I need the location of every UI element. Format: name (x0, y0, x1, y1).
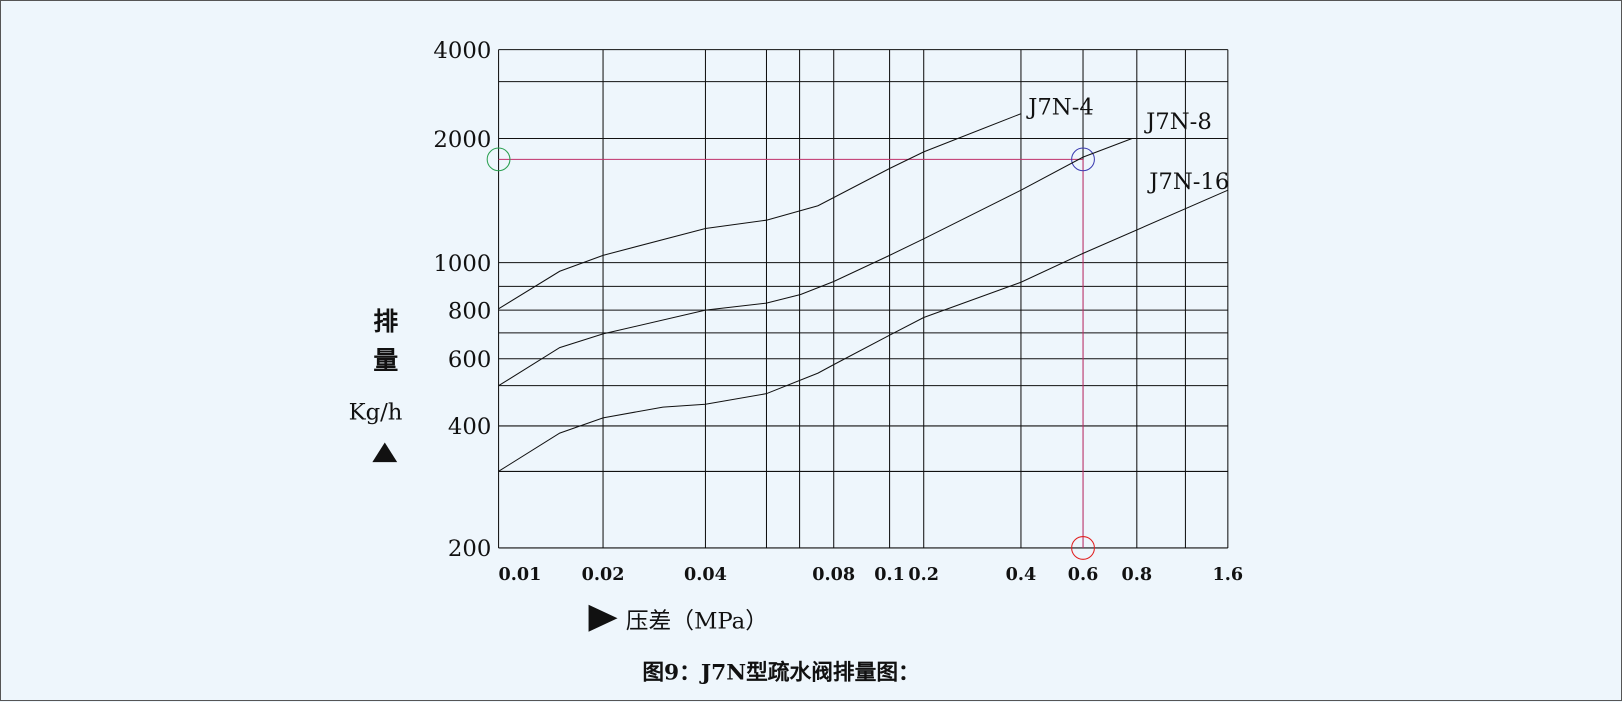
chart-title: 图9：J7N型疏水阀排量图： (642, 659, 919, 685)
reference-marker-intersection (1071, 147, 1095, 172)
y-tick-label: 400 (448, 414, 491, 440)
series-labels: J7N-4 J7N-8 J7N-16 (1026, 95, 1229, 195)
x-tick-label: 0.8 (1122, 564, 1153, 585)
x-tick-label: 0.01 (499, 564, 542, 585)
x-axis-arrow-icon (588, 604, 618, 632)
x-tick-label: 0.04 (684, 564, 727, 585)
series-label: J7N-8 (1144, 109, 1212, 135)
x-tick-label: 0.08 (812, 564, 855, 585)
x-tick-label: 0.02 (582, 564, 625, 585)
y-label-unit: Kg/h (349, 400, 403, 426)
grid (498, 49, 1229, 549)
reference-lines (486, 147, 1095, 560)
y-axis-arrow-icon (372, 442, 398, 463)
curves (498, 113, 1229, 472)
y-tick-label: 800 (448, 298, 491, 324)
series-line-J7N-8 (498, 138, 1133, 387)
y-label-char-1: 排 (373, 307, 398, 336)
x-label: 压差（MPa） (626, 609, 768, 635)
x-tick-label: 0.1 (874, 564, 905, 585)
series-label: J7N-16 (1147, 169, 1229, 195)
y-tick-label: 4000 (433, 38, 491, 64)
y-tick-label: 1000 (433, 251, 491, 277)
y-label-char-2: 量 (373, 346, 398, 375)
x-tick-label: 0.4 (1006, 564, 1037, 585)
reference-marker-y-axis (486, 147, 511, 172)
x-tick-label: 0.6 (1068, 564, 1099, 585)
x-tick-label: 0.2 (908, 564, 939, 585)
y-tick-labels: 200 400 600 800 1000 2000 4000 (433, 38, 491, 562)
y-tick-label: 600 (448, 347, 491, 373)
series-line-J7N-4 (498, 113, 1022, 310)
x-tick-labels: 0.01 0.02 0.04 0.08 0.1 0.2 0.4 0.6 0.8 1.6 (499, 564, 1244, 585)
x-tick-label: 1.6 (1213, 564, 1244, 585)
series-label: J7N-4 (1026, 95, 1094, 121)
y-tick-label: 2000 (433, 127, 491, 153)
series-line-J7N-16 (498, 189, 1229, 472)
reference-marker-x-axis (1071, 536, 1095, 560)
y-tick-label: 200 (448, 536, 491, 562)
